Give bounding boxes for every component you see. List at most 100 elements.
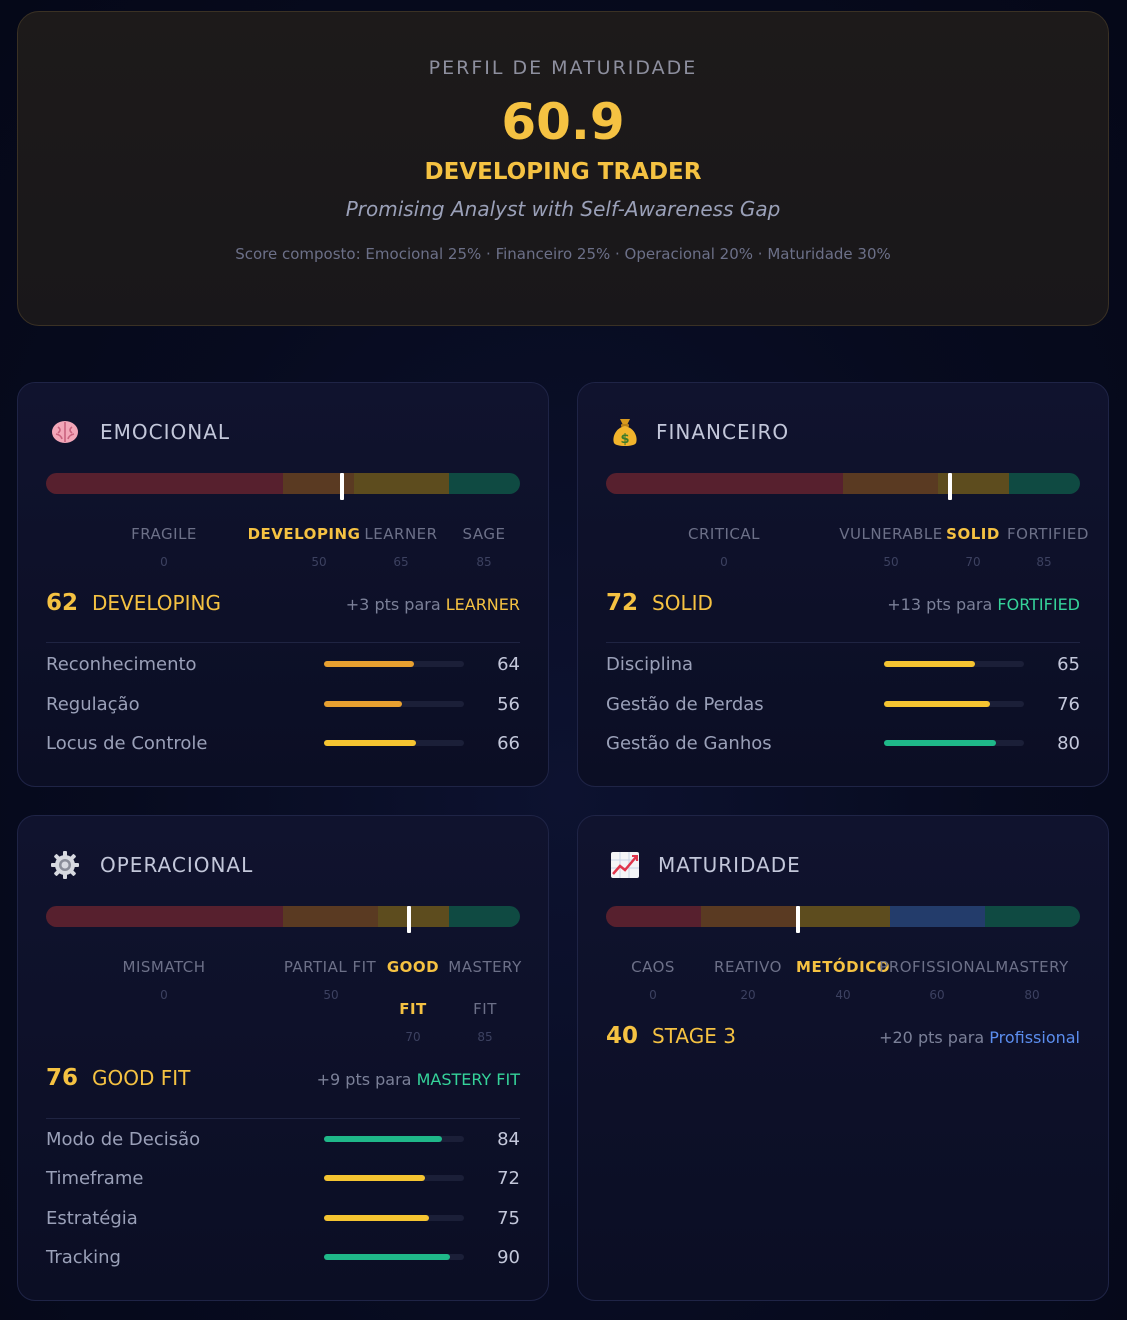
next-level-hint: +3 pts para LEARNER: [346, 595, 520, 614]
metric-row: Disciplina 65: [606, 651, 1080, 677]
next-level-name: Profissional: [989, 1028, 1080, 1047]
metric-value: 64: [497, 653, 520, 675]
level-label: REATIVO: [714, 958, 782, 976]
level-label: CRITICAL: [688, 525, 760, 543]
level-threshold: 0: [720, 555, 728, 569]
metric-value: 75: [497, 1207, 520, 1229]
card-header: EMOCIONAL: [48, 415, 230, 449]
metric-row: Tracking 90: [46, 1244, 520, 1270]
metric-fill: [324, 1136, 442, 1142]
metric-label: Gestão de Ganhos: [606, 732, 772, 754]
metric-row: Gestão de Perdas 76: [606, 691, 1080, 717]
level-label: PROFISSIONAL: [879, 958, 995, 976]
level-progress-bar: [46, 473, 520, 494]
level-threshold: 70: [965, 555, 981, 569]
next-level-name: FORTIFIED: [997, 595, 1080, 614]
level-label: MASTERY: [448, 958, 522, 976]
metric-value: 65: [1057, 653, 1080, 675]
level-label: PARTIAL FIT: [283, 958, 377, 976]
svg-text:$: $: [620, 432, 629, 447]
dimension-level: STAGE 3: [652, 1024, 736, 1048]
level-threshold: 70: [405, 1030, 421, 1044]
metric-value: 80: [1057, 732, 1080, 754]
next-level-prefix: +20 pts para: [879, 1028, 990, 1047]
divider: [46, 642, 520, 643]
card-title: OPERACIONAL: [100, 853, 254, 877]
level-progress-bar: [606, 906, 1080, 927]
metric-track: [324, 701, 464, 707]
level-label: SAGE: [462, 525, 506, 543]
level-label: VULNERABLE: [839, 525, 943, 543]
metric-track: [884, 740, 1024, 746]
metric-fill: [324, 701, 403, 707]
dimension-level: DEVELOPING: [92, 591, 221, 615]
card-title: MATURIDADE: [658, 853, 801, 877]
card-header: $ FINANCEIRO: [608, 415, 789, 449]
metric-row: Locus de Controle 66: [46, 730, 520, 756]
metric-row: Gestão de Ganhos 80: [606, 730, 1080, 756]
level-threshold: 80: [1024, 988, 1040, 1002]
metric-label: Modo de Decisão: [46, 1128, 201, 1150]
level-progress-bar: [46, 906, 520, 927]
money-bag-icon: $: [608, 415, 642, 449]
next-level-prefix: +9 pts para: [316, 1070, 417, 1089]
score-marker: [948, 473, 952, 500]
level-label: FRAGILE: [131, 525, 197, 543]
level-label: CAOS: [631, 958, 675, 976]
metric-label: Disciplina: [606, 653, 694, 675]
metric-label: Estratégia: [46, 1207, 138, 1229]
score-composition-note: Score composto: Emocional 25% · Financei…: [235, 245, 891, 263]
metric-track: [324, 1136, 464, 1142]
maturidade-card: MATURIDADE CAOS REATIVO METÓDICO PROFISS…: [577, 815, 1109, 1301]
metric-fill: [324, 1254, 450, 1260]
level-threshold: 65: [393, 555, 409, 569]
maturity-profile-panel: PERFIL DE MATURIDADE 60.9 DEVELOPING TRA…: [17, 11, 1109, 326]
metric-fill: [324, 740, 417, 746]
score-marker: [340, 473, 344, 500]
metric-label: Gestão de Perdas: [606, 693, 764, 715]
score-summary: 72 SOLID +13 pts para FORTIFIED: [606, 590, 1080, 616]
chart-increasing-icon: [608, 848, 642, 882]
score-summary: 62 DEVELOPING +3 pts para LEARNER: [46, 590, 520, 616]
metric-value: 76: [1057, 693, 1080, 715]
level-label-active: DEVELOPING: [247, 525, 361, 543]
metric-label: Regulação: [46, 693, 140, 715]
metric-track: [884, 701, 1024, 707]
metric-fill: [884, 661, 975, 667]
metric-fill: [324, 1215, 429, 1221]
level-label-active: FIT: [399, 1000, 427, 1018]
level-threshold: 60: [929, 988, 945, 1002]
level-threshold: 0: [160, 988, 168, 1002]
emocional-card: EMOCIONAL FRAGILE DEVELOPING LEARNER SAG…: [17, 382, 549, 787]
score-summary: 76 GOOD FIT +9 pts para MASTERY FIT: [46, 1065, 520, 1091]
metric-row: Regulação 56: [46, 691, 520, 717]
card-header: MATURIDADE: [608, 848, 801, 882]
level-label: FORTIFIED: [1007, 525, 1089, 543]
metric-track: [324, 740, 464, 746]
profile-subtitle: Promising Analyst with Self-Awareness Ga…: [345, 197, 781, 221]
level-progress-bar: [606, 473, 1080, 494]
next-level-hint: +9 pts para MASTERY FIT: [317, 1070, 520, 1089]
operacional-card: OPERACIONAL MISMATCH PARTIAL FIT GOOD MA…: [17, 815, 549, 1301]
level-threshold: 85: [1036, 555, 1052, 569]
level-threshold: 50: [323, 988, 339, 1002]
score-marker: [796, 906, 800, 933]
level-label: LEARNER: [364, 525, 438, 543]
level-threshold: 40: [835, 988, 851, 1002]
level-threshold: 85: [477, 1030, 493, 1044]
metric-row: Timeframe 72: [46, 1165, 520, 1191]
next-level-name: MASTERY FIT: [416, 1070, 520, 1089]
financeiro-card: $ FINANCEIRO CRITICAL VULNERABLE SOLID F…: [577, 382, 1109, 787]
level-label-active: SOLID: [946, 525, 1000, 543]
level-threshold: 85: [476, 555, 492, 569]
metric-track: [324, 1254, 464, 1260]
score-summary: 40 STAGE 3 +20 pts para Profissional: [606, 1023, 1080, 1049]
metric-label: Reconhecimento: [46, 653, 197, 675]
dimension-score: 40: [606, 1023, 639, 1049]
level-threshold: 0: [160, 555, 168, 569]
card-title: FINANCEIRO: [656, 420, 790, 444]
metric-label: Locus de Controle: [46, 732, 208, 754]
metric-value: 66: [497, 732, 520, 754]
dimension-score: 62: [46, 590, 79, 616]
next-level-name: LEARNER: [445, 595, 520, 614]
